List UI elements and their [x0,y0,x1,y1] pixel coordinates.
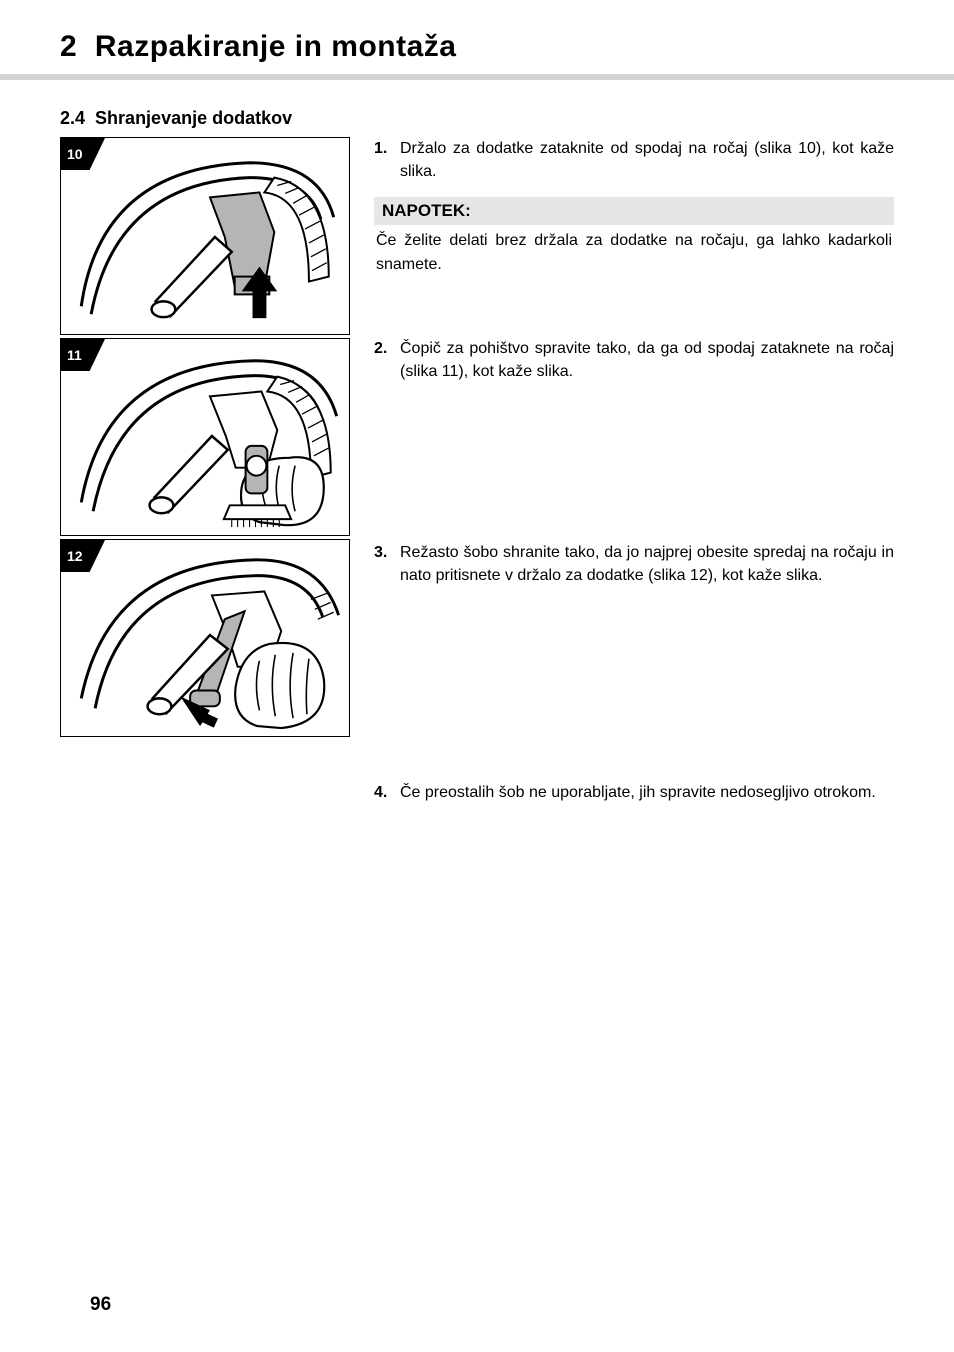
chapter-title-text: Razpakiranje in montaža [95,30,457,63]
step-number: 2. [374,337,400,383]
figure-11: 11 [60,338,350,536]
note-box: NAPOTEK: Če želite delati brez držala za… [374,197,894,277]
chapter-rule [0,74,954,80]
note-heading: NAPOTEK: [374,197,894,225]
figure-10: 10 [60,137,350,335]
step-number: 1. [374,137,400,183]
text-block-2: 2. Čopič za pohištvo spravite tako, da g… [374,337,894,541]
step-1: 1. Držalo za dodatke zataknite od spodaj… [374,137,894,183]
figure-12-illustration [61,540,349,736]
text-block-1: 1. Držalo za dodatke zataknite od spodaj… [374,137,894,337]
note-body: Če želite delati brez držala za dodatke … [374,225,894,277]
page-number: 96 [90,1294,111,1316]
content-row: 10 [60,137,894,818]
step-2: 2. Čopič za pohištvo spravite tako, da g… [374,337,894,383]
section-number: 2.4 [60,108,85,128]
figure-11-illustration [61,339,349,535]
section-title: 2.4 Shranjevanje dodatkov [60,108,894,129]
chapter-title: 2 Razpakiranje in montaža [60,30,894,64]
chapter-number: 2 [60,30,77,63]
step-text: Držalo za dodatke zataknite od spodaj na… [400,137,894,183]
step-text: Če preostalih šob ne uporabljate, jih sp… [400,781,894,804]
section-title-text: Shranjevanje dodatkov [95,108,292,128]
figures-column: 10 [60,137,350,818]
figure-12: 12 [60,539,350,737]
page: 2 Razpakiranje in montaža 2.4 Shranjevan… [0,0,954,1352]
figure-10-illustration [61,138,349,334]
step-3: 3. Režasto šobo shranite tako, da jo naj… [374,541,894,587]
step-number: 4. [374,781,400,804]
text-column: 1. Držalo za dodatke zataknite od spodaj… [374,137,894,818]
text-block-3: 3. Režasto šobo shranite tako, da jo naj… [374,541,894,781]
text-block-4: 4. Če preostalih šob ne uporabljate, jih… [374,781,894,804]
step-text: Čopič za pohištvo spravite tako, da ga o… [400,337,894,383]
step-4: 4. Če preostalih šob ne uporabljate, jih… [374,781,894,804]
step-text: Režasto šobo shranite tako, da jo najpre… [400,541,894,587]
step-number: 3. [374,541,400,587]
